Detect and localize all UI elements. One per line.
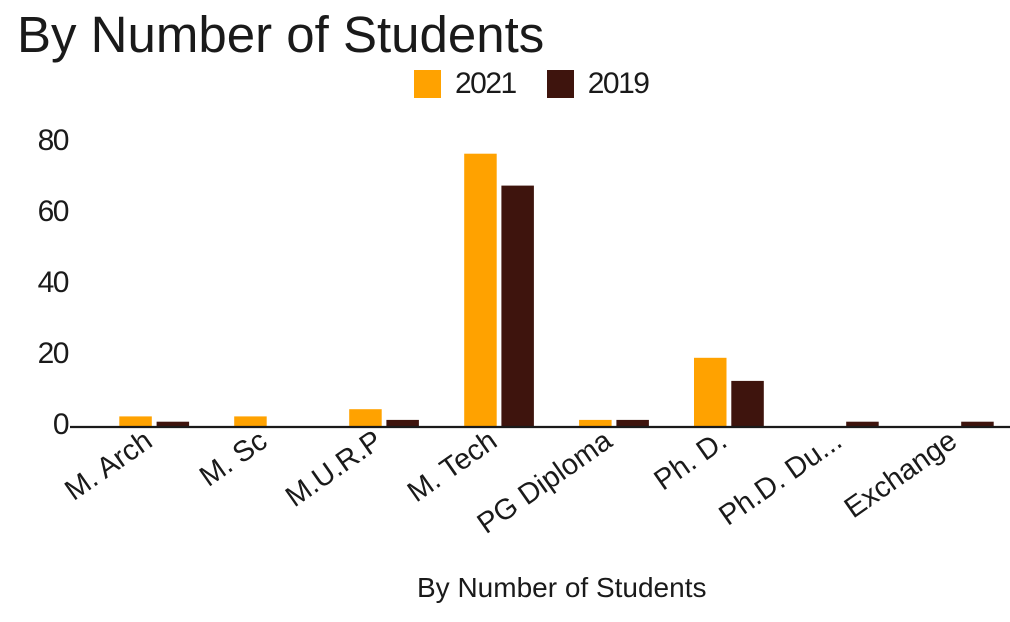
svg-text:M. Arch: M. Arch bbox=[59, 425, 158, 508]
svg-text:M.U.R.P: M.U.R.P bbox=[280, 425, 388, 514]
svg-text:Ph.D. Du...: Ph.D. Du... bbox=[713, 425, 848, 533]
svg-text:80: 80 bbox=[38, 124, 69, 157]
svg-text:20: 20 bbox=[38, 337, 69, 370]
svg-text:60: 60 bbox=[38, 195, 69, 228]
svg-text:M. Sc: M. Sc bbox=[194, 425, 273, 494]
svg-text:Exchange: Exchange bbox=[839, 425, 963, 525]
svg-text:M. Tech: M. Tech bbox=[402, 425, 503, 509]
svg-text:0: 0 bbox=[53, 408, 69, 441]
svg-text:Ph. D.: Ph. D. bbox=[649, 425, 733, 497]
svg-text:40: 40 bbox=[38, 266, 69, 299]
